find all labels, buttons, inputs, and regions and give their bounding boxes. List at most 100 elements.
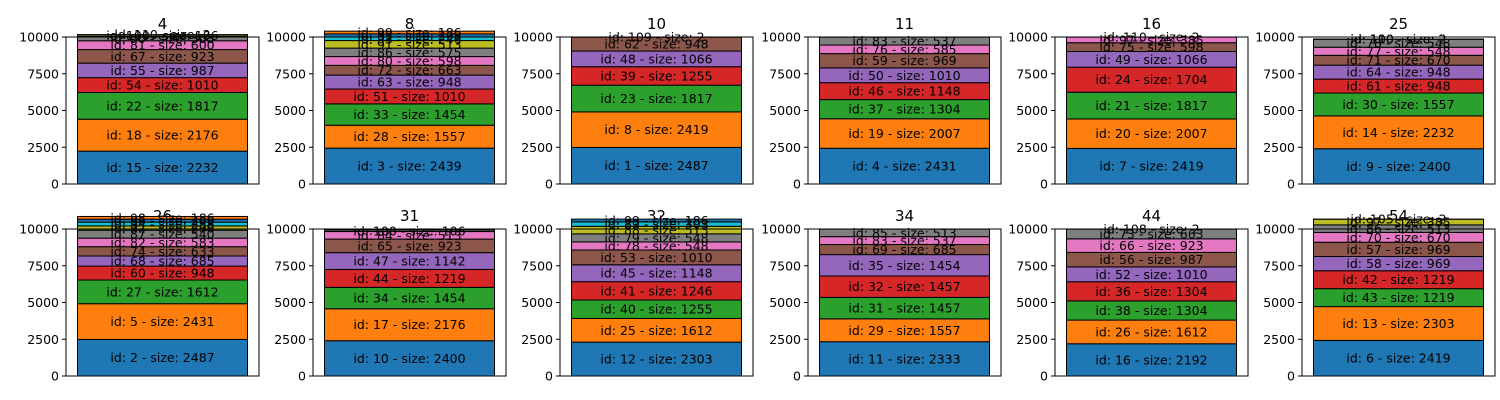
y-tick-label: 0 [793, 177, 801, 192]
subplot-title: 31 [400, 207, 419, 225]
segment-label: id: 31 - size: 1457 [848, 301, 960, 316]
segment-label: id: 27 - size: 1612 [106, 284, 218, 299]
y-tick-label: 7500 [274, 258, 306, 273]
segment-label: id: 38 - size: 1304 [1095, 303, 1207, 318]
y-tick-label: 0 [1287, 369, 1295, 384]
segment-label: id: 40 - size: 1255 [600, 302, 712, 317]
segment-label: id: 74 - size: 633 [110, 244, 214, 259]
segment-label: id: 24 - size: 1704 [1095, 72, 1207, 87]
y-tick-label: 7500 [27, 66, 59, 81]
y-tick-label: 2500 [769, 332, 801, 347]
segment-label: id: 86 - size: 575 [357, 45, 461, 60]
segment-label: id: 51 - size: 1010 [353, 89, 465, 104]
bar-segment [324, 340, 495, 377]
segment-label: id: 80 - size: 598 [357, 53, 461, 68]
y-tick-label: 5000 [274, 103, 306, 118]
segment-label: id: 14 - size: 2232 [1342, 125, 1454, 140]
subplot-title: 8 [405, 15, 415, 33]
segment-label: id: 79 - size: 548 [604, 230, 708, 245]
bar-segment [324, 308, 495, 342]
bar-segment [1313, 339, 1484, 377]
segment-label: id: 90 - size: 303 [110, 31, 214, 46]
bar-segment [77, 91, 248, 120]
segment-label: id: 43 - size: 1219 [1342, 290, 1454, 305]
segment-label: id: 32 - size: 1457 [848, 279, 960, 294]
segment-label: id: 23 - size: 1817 [600, 91, 712, 106]
segment-label: id: 89 - size: 303 [604, 217, 708, 232]
y-tick-label: 10000 [761, 30, 801, 45]
bar-segment [1313, 306, 1484, 341]
segment-label: id: 99 - size: 186 [604, 213, 708, 228]
segment-label: id: 44 - size: 1219 [353, 271, 465, 286]
subplot-31: 31 id: 10 - size: 2400 id: 17 - size: 2176… [266, 207, 507, 384]
segment-label: id: 41 - size: 1246 [600, 283, 712, 298]
subplot-title: 44 [1142, 207, 1161, 225]
y-tick-label: 7500 [1263, 66, 1295, 81]
y-tick-label: 5000 [1016, 103, 1048, 118]
subplot-title: 25 [1389, 15, 1408, 33]
bar-segment [324, 229, 495, 233]
y-tick-label: 2500 [1016, 332, 1048, 347]
segment-label: id: 75 - size: 598 [1099, 40, 1203, 55]
segment-label: id: 35 - size: 1454 [848, 258, 960, 273]
segment-label: id: 81 - size: 600 [110, 38, 214, 53]
segment-label: id: 5 - size: 2431 [110, 314, 214, 329]
segment-label: id: 1 - size: 2487 [604, 158, 708, 173]
subplot-16: 16 id: 7 - size: 2419 id: 20 - size: 2007 i… [1008, 15, 1249, 192]
y-tick-label: 7500 [769, 66, 801, 81]
y-tick-label: 0 [51, 369, 59, 384]
segment-label: id: 60 - size: 948 [110, 266, 214, 281]
bar-segment [1066, 147, 1237, 185]
y-tick-label: 5000 [769, 295, 801, 310]
subplot-34: 34 id: 11 - size: 2333 id: 29 - size: 1557… [761, 207, 1002, 384]
segment-label: id: 84 - size: 513 [357, 228, 461, 243]
y-tick-label: 10000 [513, 30, 553, 45]
y-tick-label: 10000 [513, 222, 553, 237]
segment-label: id: 64 - size: 948 [1346, 65, 1450, 80]
y-tick-label: 7500 [274, 66, 306, 81]
y-tick-label: 10000 [1255, 30, 1295, 45]
y-tick-label: 10000 [266, 222, 306, 237]
segment-label: id: 12 - size: 2303 [600, 352, 712, 367]
segment-label: id: 100 - size: 106 [106, 28, 218, 43]
segment-label: id: 53 - size: 1010 [600, 250, 712, 265]
segment-label: id: 62 - size: 948 [604, 37, 708, 52]
y-tick-label: 5000 [769, 103, 801, 118]
segment-label: id: 78 - size: 548 [604, 238, 708, 253]
bar-segment [819, 341, 990, 377]
segment-label: id: 95 - size: 208 [357, 28, 461, 43]
y-tick-label: 10000 [19, 222, 59, 237]
segment-label: id: 54 - size: 1010 [106, 78, 218, 93]
y-tick-label: 5000 [521, 295, 553, 310]
segment-label: id: 33 - size: 1454 [353, 107, 465, 122]
segment-label: id: 2 - size: 2487 [110, 350, 214, 365]
segment-label: id: 17 - size: 2176 [353, 317, 465, 332]
segment-label: id: 13 - size: 2303 [1342, 316, 1454, 331]
segment-label: id: 4 - size: 2431 [852, 159, 956, 174]
y-tick-label: 7500 [27, 258, 59, 273]
y-tick-label: 7500 [769, 258, 801, 273]
segment-label: id: 68 - size: 685 [110, 254, 214, 269]
segment-label: id: 36 - size: 1304 [1095, 284, 1207, 299]
y-tick-label: 2500 [274, 140, 306, 155]
y-tick-label: 2500 [521, 140, 553, 155]
y-tick-label: 7500 [1263, 258, 1295, 273]
segment-label: id: 25 - size: 1612 [600, 323, 712, 338]
segment-label: id: 18 - size: 2176 [106, 128, 218, 143]
subplot-title: 34 [895, 207, 914, 225]
y-tick-label: 2500 [1263, 332, 1295, 347]
subplot-title: 11 [895, 15, 914, 33]
segment-label: id: 56 - size: 987 [1099, 252, 1203, 267]
segment-label: id: 22 - size: 1817 [106, 98, 218, 113]
bar-segment [77, 303, 248, 340]
segment-label: id: 97 - size: 385 [1346, 215, 1450, 230]
bar-segment [1066, 118, 1237, 149]
segment-label: id: 83 - size: 537 [852, 233, 956, 248]
y-tick-label: 0 [298, 369, 306, 384]
segment-label: id: 34 - size: 1454 [353, 291, 465, 306]
subplot-title: 16 [1142, 15, 1161, 33]
segment-label: id: 110 - size: 2 [1350, 32, 1446, 47]
